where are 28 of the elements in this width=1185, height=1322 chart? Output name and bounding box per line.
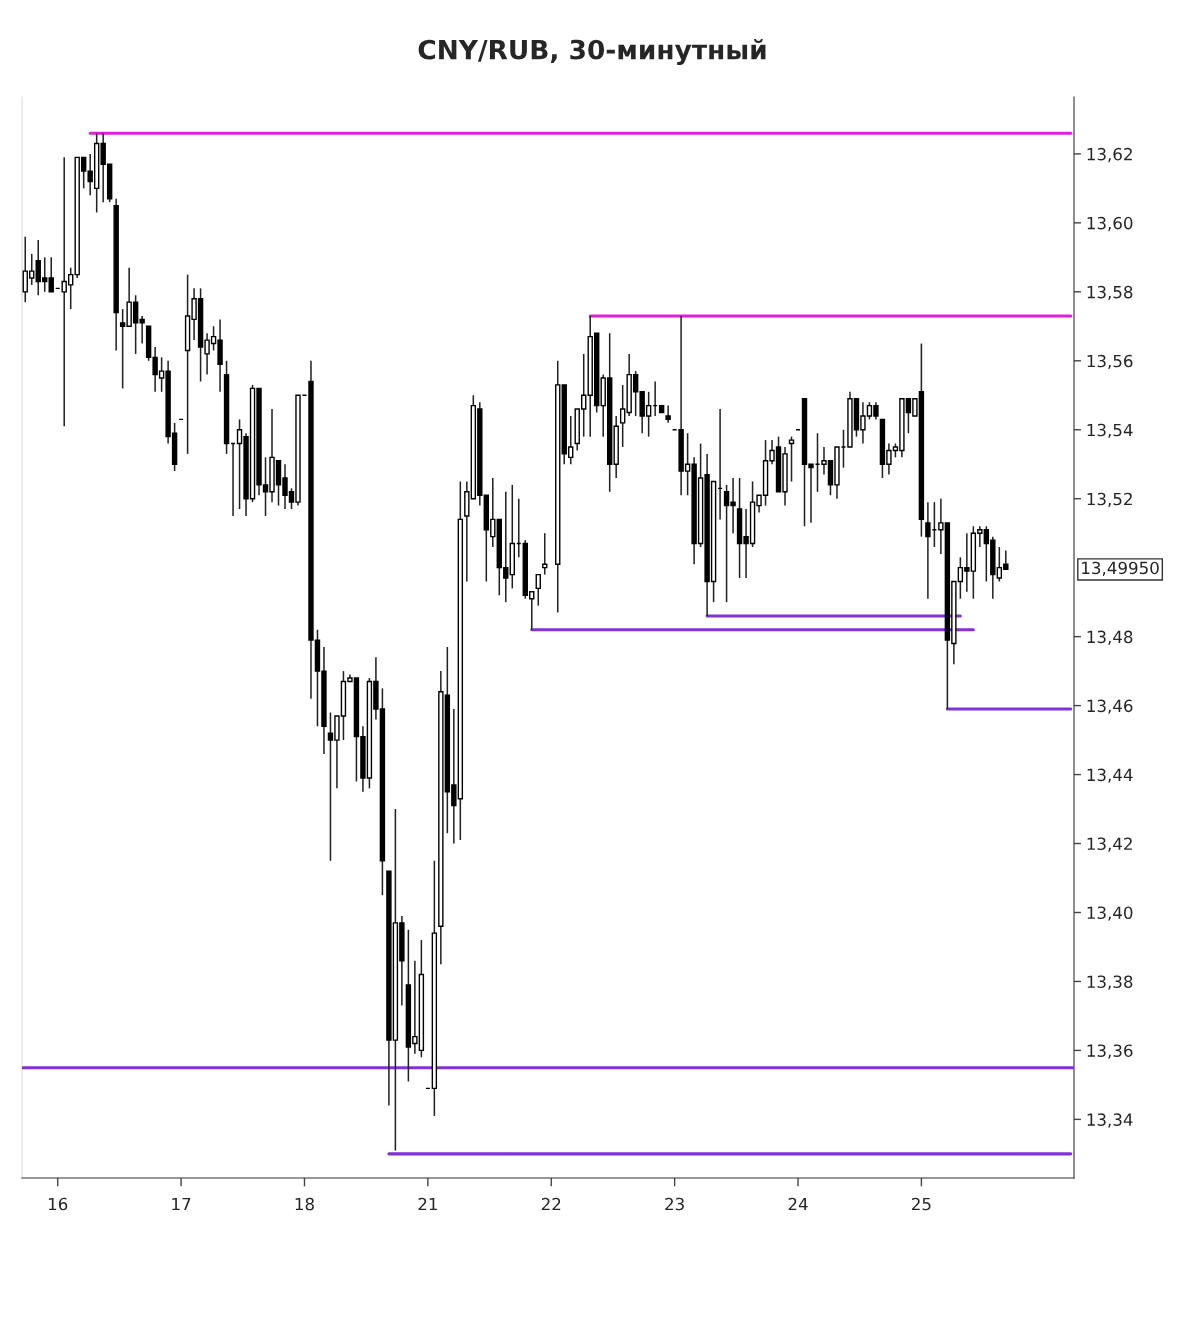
x-tick-label: 23 [665, 1197, 684, 1211]
x-tick-label: 17 [172, 1197, 191, 1211]
y-tick-label: 13,38 [1087, 975, 1133, 990]
candlestick [535, 573, 541, 607]
y-tick-label: 13,62 [1087, 147, 1132, 163]
y-tick-label: 13,60 [1087, 216, 1133, 232]
y-tick-label: 13,44 [1087, 768, 1133, 783]
x-tick-label: 24 [788, 1197, 808, 1211]
y-tick-label: 13,48 [1087, 630, 1133, 645]
x-tick-label: 18 [295, 1197, 314, 1211]
y-tick-label: 13,56 [1087, 354, 1133, 370]
y-tick-label: 13,52 [1087, 492, 1132, 507]
y-tick-label: 13,54 [1087, 423, 1133, 439]
y-tick-label: 13,46 [1087, 699, 1133, 714]
text: 13,49950 [1082, 561, 1159, 576]
chart-title: CNY/RUB, 30-минутный [418, 39, 766, 65]
x-tick-label: 16 [48, 1197, 68, 1211]
candlestick [48, 256, 54, 293]
candlestick [788, 435, 795, 483]
x-tick-label: 22 [541, 1197, 561, 1211]
x-tick-label: 25 [912, 1197, 931, 1211]
candlestick [665, 404, 671, 424]
y-tick-label: 13,40 [1087, 906, 1133, 921]
y-tick-label: 13,58 [1087, 285, 1133, 301]
y-tick-label: 13,42 [1087, 837, 1132, 852]
x-tick-label: 21 [418, 1197, 437, 1211]
y-tick-label: 13,34 [1087, 1113, 1133, 1128]
y-tick-label: 13,36 [1087, 1044, 1133, 1059]
